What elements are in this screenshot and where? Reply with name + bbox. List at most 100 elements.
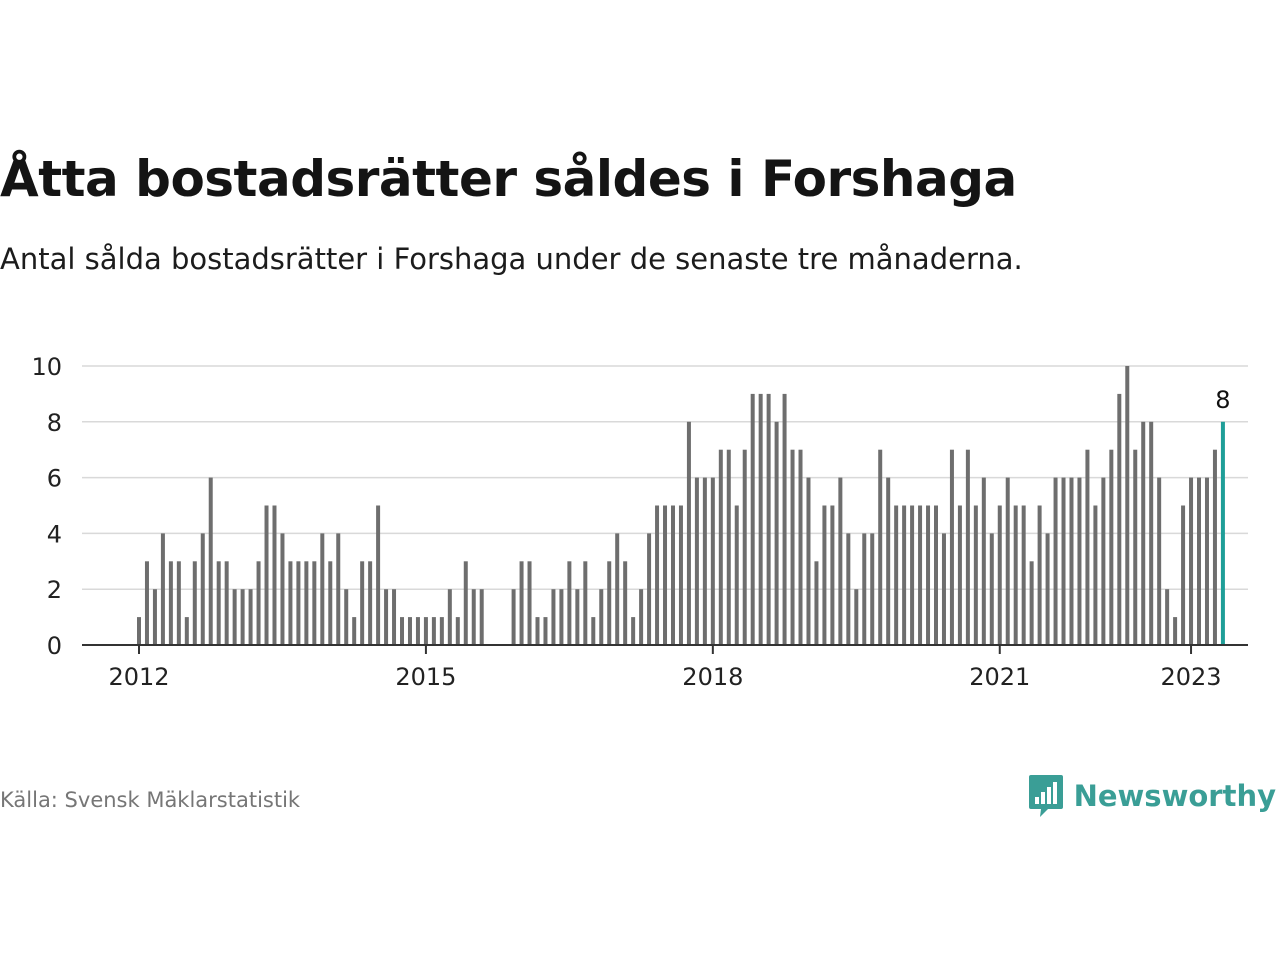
bar: [392, 589, 397, 645]
bar: [256, 561, 261, 645]
bar: [200, 533, 205, 645]
bar: [862, 533, 867, 645]
bar: [670, 505, 675, 645]
y-tick-label: 6: [47, 465, 62, 493]
brand-name: Newsworthy: [1073, 779, 1276, 813]
bar: [137, 617, 141, 645]
bar: [607, 561, 612, 645]
bar: [519, 561, 524, 645]
y-tick-label: 2: [47, 576, 62, 604]
bar: [973, 505, 978, 645]
bar: [830, 505, 835, 645]
bar: [455, 617, 460, 645]
bar: [1189, 477, 1194, 645]
bar: [1093, 505, 1098, 645]
bar: [647, 533, 652, 645]
bar: [368, 561, 373, 645]
bar: [1133, 449, 1138, 645]
bar: [168, 561, 173, 645]
bar: [957, 505, 962, 645]
bar: [439, 617, 444, 645]
bar: [559, 589, 564, 645]
bar: [208, 477, 213, 645]
bar: [224, 561, 229, 645]
bar: [686, 421, 691, 645]
bar: [599, 589, 604, 645]
bar: [941, 533, 946, 645]
bar: [328, 561, 333, 645]
bar: [631, 617, 636, 645]
bar: [1085, 449, 1090, 645]
bar: [1149, 421, 1154, 645]
bar: [1021, 505, 1026, 645]
bar: [511, 589, 516, 645]
bar: [344, 589, 349, 645]
bar: [144, 561, 149, 645]
bar: [782, 393, 787, 645]
bar: [678, 505, 683, 645]
bar: [1109, 449, 1114, 645]
y-tick-label: 4: [47, 520, 62, 548]
bar: [1212, 449, 1217, 645]
bar: [240, 589, 245, 645]
bar: [1013, 505, 1018, 645]
bar: [854, 589, 859, 645]
bar: [1117, 393, 1122, 645]
bar: [639, 589, 644, 645]
y-tick-label: 10: [31, 353, 62, 381]
bar: [160, 533, 165, 645]
bar: [1181, 505, 1186, 645]
bar: [232, 589, 237, 645]
bar: [479, 589, 484, 645]
bar: [997, 505, 1002, 645]
source-note: Källa: Svensk Mäklarstatistik: [0, 788, 301, 812]
bar: [527, 561, 532, 645]
bar: [463, 561, 468, 645]
bar: [846, 533, 851, 645]
bar: [870, 533, 875, 645]
bar: [878, 449, 883, 645]
x-tick-label: 2023: [1161, 663, 1222, 691]
data-label: 8: [1215, 386, 1230, 414]
x-tick-label: 2021: [969, 663, 1030, 691]
newsworthy-logo-icon: [1028, 775, 1063, 817]
bar: [152, 589, 157, 645]
bar: [989, 533, 994, 645]
bar: [949, 449, 954, 645]
bar: [360, 561, 365, 645]
y-tick-label: 0: [47, 632, 62, 660]
bar: [376, 505, 381, 645]
brand-logo: Newsworthy: [1028, 772, 1276, 820]
bar: [304, 561, 309, 645]
bar: [423, 617, 428, 645]
x-tick-label: 2015: [395, 663, 456, 691]
bar: [1204, 477, 1209, 645]
bar: [1173, 617, 1178, 645]
bar: [272, 505, 277, 645]
bar: [352, 617, 357, 645]
bar: [551, 589, 556, 645]
bar: [543, 617, 548, 645]
bar: [790, 449, 795, 645]
bar: [814, 561, 819, 645]
bar: [184, 617, 189, 645]
bar: [1125, 366, 1130, 645]
bar: [280, 533, 285, 645]
bar: [192, 561, 197, 645]
bar: [910, 505, 915, 645]
x-tick-label: 2018: [682, 663, 743, 691]
bar: [1157, 477, 1162, 645]
bar: [1069, 477, 1074, 645]
bar: [1101, 477, 1106, 645]
chart-title: Åtta bostadsrätter såldes i Forshaga: [0, 150, 1017, 208]
bar: [407, 617, 412, 645]
bar: [176, 561, 181, 645]
bar: [886, 477, 891, 645]
bar: [400, 617, 405, 645]
bar: [766, 393, 771, 645]
bar: [750, 393, 755, 645]
bar: [806, 477, 811, 645]
bar: [838, 477, 843, 645]
bar: [575, 589, 580, 645]
bar: [591, 617, 596, 645]
